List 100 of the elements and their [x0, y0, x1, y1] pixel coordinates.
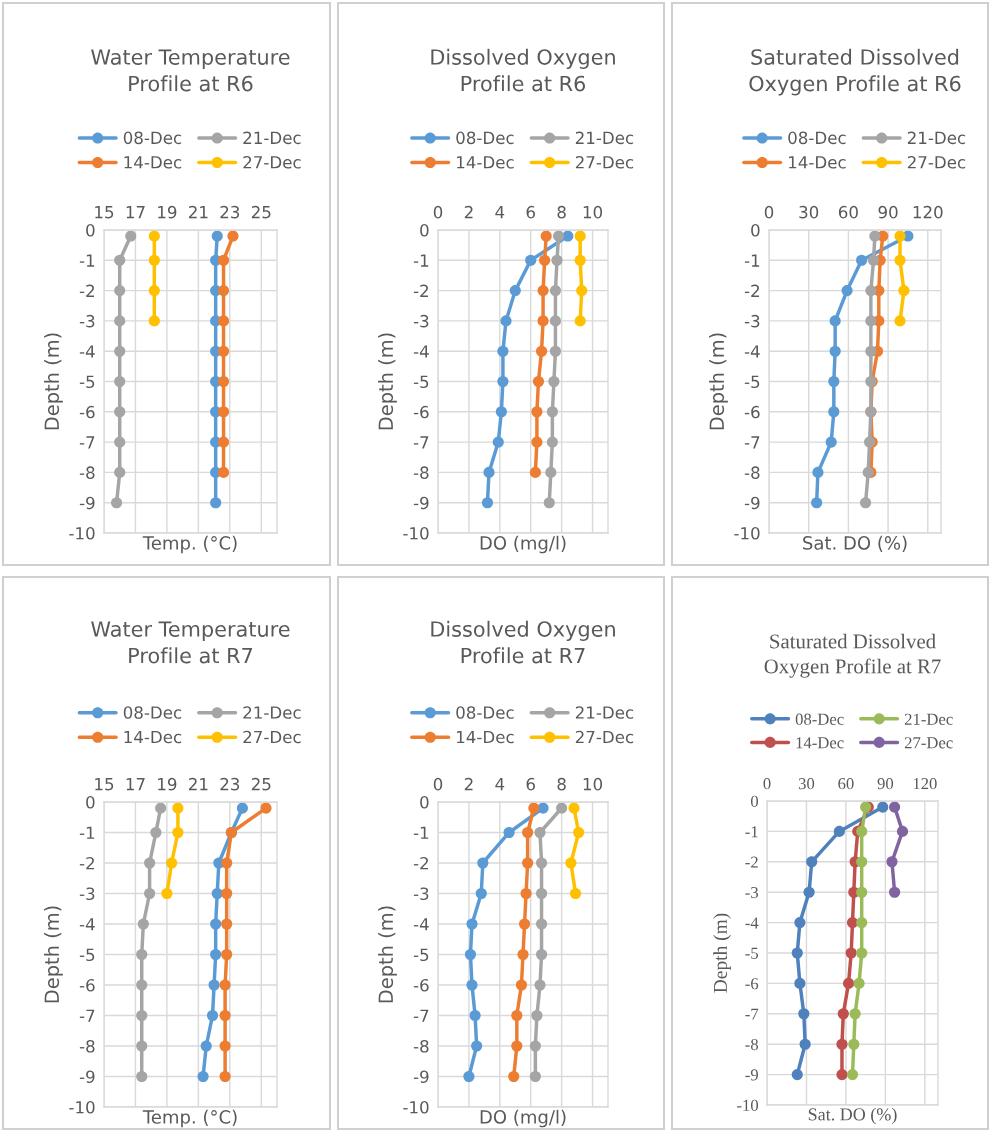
- y-tick-label: 0: [86, 223, 95, 237]
- x-tick-label: 17: [126, 778, 145, 791]
- legend-label: 27-Dec: [575, 730, 634, 744]
- y-tick-label: -8: [745, 1038, 759, 1051]
- legend-label: 14-Dec: [457, 156, 514, 169]
- x-axis-title: DO (mg/l): [480, 535, 566, 554]
- x-tick-label: 6: [526, 205, 535, 219]
- legend-label: 21-Dec: [243, 706, 301, 719]
- y-tick-label: -7: [413, 436, 429, 449]
- y-tick-label: -4: [79, 918, 95, 931]
- y-tick-label: -1: [745, 826, 758, 838]
- x-tick-label: 120: [913, 205, 943, 219]
- legend-label: 14-Dec: [124, 156, 182, 169]
- legend-label: 27-Dec: [575, 155, 634, 169]
- y-tick-label: -10: [69, 526, 95, 540]
- y-tick-label: -1: [79, 826, 95, 839]
- y-tick-label: -1: [413, 826, 429, 839]
- x-axis-title: DO (mg/l): [480, 1109, 566, 1128]
- y-axis-title: Depth (m): [378, 333, 397, 430]
- legend-label: 14-Dec: [124, 730, 182, 744]
- legend-label: 08-Dec: [795, 713, 844, 725]
- y-tick-label: -10: [403, 526, 429, 540]
- y-tick-label: -7: [744, 436, 760, 449]
- legend-label: 27-Dec: [243, 730, 301, 744]
- x-tick-label: 10: [583, 205, 603, 219]
- x-tick-label: 8: [557, 777, 566, 791]
- x-tick-label: 4: [495, 778, 505, 791]
- x-tick-label: 25: [251, 777, 271, 791]
- y-tick-label: -4: [413, 918, 429, 931]
- y-tick-label: -1: [79, 254, 95, 267]
- chart-title: Dissolved Oxygen Profile at R7: [431, 620, 615, 664]
- y-tick-label: -9: [79, 496, 95, 510]
- y-tick-label: -7: [413, 1009, 429, 1022]
- y-tick-label: -6: [79, 978, 95, 992]
- y-tick-label: -9: [413, 1070, 429, 1084]
- y-tick-label: -5: [79, 375, 95, 389]
- x-tick-label: 23: [220, 777, 240, 791]
- x-tick-label: 19: [158, 777, 177, 791]
- y-tick-label: -1: [744, 254, 760, 267]
- y-tick-label: 0: [86, 795, 95, 809]
- y-tick-label: -8: [79, 466, 95, 479]
- y-tick-label: -10: [403, 1100, 429, 1114]
- y-tick-label: -5: [413, 948, 429, 962]
- chart-title: Water Temperature Profile at R7: [91, 621, 290, 664]
- y-tick-label: -2: [413, 284, 428, 297]
- y-tick-label: -3: [413, 314, 429, 328]
- y-tick-label: -6: [745, 978, 759, 990]
- legend-label: 08-Dec: [788, 131, 846, 145]
- y-tick-label: -1: [413, 254, 429, 267]
- y-tick-label: -8: [413, 466, 429, 479]
- legend-label: 27-Dec: [243, 155, 301, 169]
- y-tick-label: -9: [745, 1069, 758, 1081]
- x-axis-title: Sat. DO (%): [803, 535, 907, 552]
- x-tick-label: 90: [877, 778, 894, 790]
- x-tick-label: 60: [838, 778, 854, 790]
- y-tick-label: -3: [745, 886, 759, 899]
- y-tick-label: -4: [79, 345, 95, 358]
- legend-label: 21-Dec: [904, 713, 953, 725]
- y-axis-title: Depth (m): [713, 913, 731, 993]
- y-tick-label: -8: [413, 1039, 429, 1053]
- x-tick-label: 21: [188, 777, 208, 791]
- y-tick-label: -5: [79, 948, 95, 962]
- x-tick-label: 23: [220, 205, 240, 219]
- x-tick-label: 8: [557, 205, 566, 219]
- y-tick-label: -10: [734, 526, 760, 540]
- y-tick-label: -2: [745, 856, 758, 868]
- x-tick-label: 17: [126, 206, 145, 219]
- x-tick-label: 10: [583, 777, 603, 791]
- y-tick-label: -5: [745, 947, 759, 959]
- x-tick-label: 2: [464, 205, 473, 219]
- y-axis-title: Depth (m): [44, 906, 63, 1003]
- y-tick-label: -9: [413, 496, 429, 510]
- x-tick-label: 15: [95, 206, 114, 219]
- legend-label: 21-Dec: [575, 131, 634, 145]
- legend-label: 21-Dec: [907, 131, 966, 145]
- y-tick-label: -4: [744, 345, 760, 358]
- x-tick-label: 15: [95, 778, 114, 791]
- y-tick-label: -5: [413, 375, 429, 389]
- y-tick-label: -10: [69, 1100, 95, 1114]
- y-tick-label: 0: [751, 223, 760, 237]
- x-tick-label: 19: [158, 205, 177, 219]
- legend-label: 21-Dec: [243, 131, 301, 145]
- x-tick-label: 0: [763, 778, 771, 790]
- y-tick-label: -4: [413, 345, 429, 358]
- y-tick-label: -2: [79, 856, 94, 870]
- y-tick-label: -6: [744, 405, 760, 419]
- legend-label: 08-Dec: [456, 131, 514, 145]
- y-axis-title: Depth (m): [709, 333, 728, 430]
- legend-label: 27-Dec: [904, 737, 953, 749]
- y-tick-label: -6: [413, 978, 429, 992]
- y-tick-label: -3: [413, 887, 429, 901]
- chart-title: Saturated Dissolved Oxygen Profile at R6: [749, 48, 961, 96]
- y-axis-title: Depth (m): [378, 906, 397, 1003]
- chart-title: Saturated Dissolved Oxygen Profile at R7: [764, 633, 941, 678]
- x-tick-label: 0: [764, 205, 774, 219]
- x-tick-label: 4: [495, 206, 505, 219]
- y-tick-label: -2: [79, 284, 94, 297]
- y-tick-label: -7: [79, 1009, 95, 1022]
- y-axis-title: Depth (m): [44, 333, 63, 430]
- legend-label: 27-Dec: [907, 155, 966, 169]
